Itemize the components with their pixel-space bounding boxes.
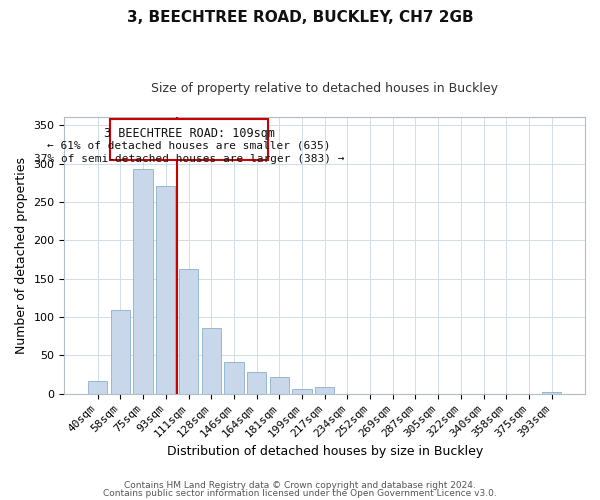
Bar xyxy=(156,186,175,394)
Bar xyxy=(202,328,221,394)
Bar xyxy=(269,378,289,394)
Text: Contains HM Land Registry data © Crown copyright and database right 2024.: Contains HM Land Registry data © Crown c… xyxy=(124,481,476,490)
Bar xyxy=(111,310,130,394)
Bar xyxy=(542,392,562,394)
Bar xyxy=(179,268,198,394)
Bar xyxy=(133,169,153,394)
Bar xyxy=(315,388,334,394)
Text: 3 BEECHTREE ROAD: 109sqm: 3 BEECHTREE ROAD: 109sqm xyxy=(104,126,275,140)
X-axis label: Distribution of detached houses by size in Buckley: Distribution of detached houses by size … xyxy=(167,444,483,458)
Bar xyxy=(247,372,266,394)
Text: ← 61% of detached houses are smaller (635): ← 61% of detached houses are smaller (63… xyxy=(47,140,331,150)
Bar xyxy=(224,362,244,394)
Text: 37% of semi-detached houses are larger (383) →: 37% of semi-detached houses are larger (… xyxy=(34,154,344,164)
Text: 3, BEECHTREE ROAD, BUCKLEY, CH7 2GB: 3, BEECHTREE ROAD, BUCKLEY, CH7 2GB xyxy=(127,10,473,25)
Bar xyxy=(110,119,268,160)
Y-axis label: Number of detached properties: Number of detached properties xyxy=(15,157,28,354)
Bar xyxy=(88,381,107,394)
Bar xyxy=(292,389,311,394)
Text: Contains public sector information licensed under the Open Government Licence v3: Contains public sector information licen… xyxy=(103,488,497,498)
Title: Size of property relative to detached houses in Buckley: Size of property relative to detached ho… xyxy=(151,82,498,96)
